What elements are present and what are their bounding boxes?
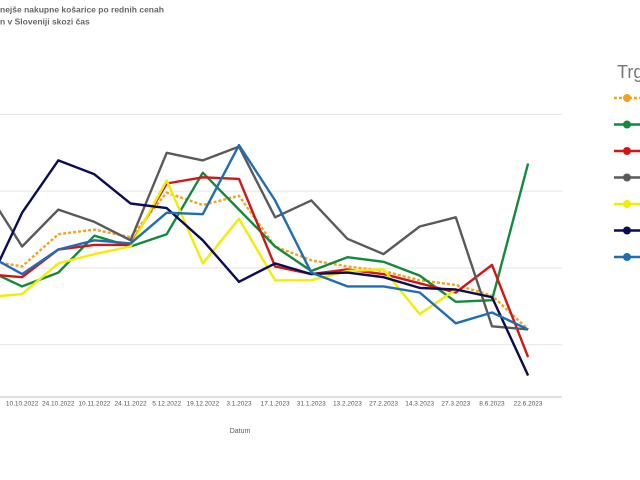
x-tick-label: 10.11.2022 bbox=[78, 401, 110, 408]
legend-marker bbox=[623, 94, 631, 102]
legend-marker bbox=[623, 173, 631, 182]
x-tick-label: 8.6.2023 bbox=[479, 401, 505, 408]
series-line bbox=[0, 176, 530, 358]
legend-marker bbox=[623, 200, 631, 208]
series-line bbox=[0, 145, 529, 331]
legend-marker bbox=[623, 147, 631, 155]
chart-subtitle: n v Sloveniji skozi čas bbox=[0, 16, 90, 26]
series-line bbox=[0, 143, 529, 331]
legend-title: Trg bbox=[617, 62, 640, 82]
legend-marker bbox=[623, 120, 631, 129]
x-tick-label: 17.1.2023 bbox=[261, 401, 290, 408]
chart-title: nejše nakupne košarice po rednih cenah bbox=[0, 4, 164, 14]
x-tick-label: 10.10.2022 bbox=[6, 401, 39, 408]
x-tick-label: 27.3.2023 bbox=[441, 401, 470, 408]
legend-marker bbox=[623, 226, 631, 235]
legend-marker bbox=[623, 253, 631, 261]
x-tick-label: 24.11.2022 bbox=[115, 401, 147, 408]
x-tick-label: 5.12.2022 bbox=[152, 401, 181, 408]
x-tick-label: 13.2.2023 bbox=[333, 401, 362, 408]
x-tick-label: 24.10.2022 bbox=[42, 401, 75, 408]
x-tick-label: 19.12.2022 bbox=[187, 401, 220, 408]
x-tick-label: 3.1.2023 bbox=[226, 401, 252, 408]
series-line bbox=[0, 159, 530, 377]
x-tick-label: 22.6.2023 bbox=[514, 401, 543, 408]
x-tick-label: 31.1.2023 bbox=[297, 401, 326, 408]
x-axis-label: Datum bbox=[230, 428, 251, 435]
series-line bbox=[0, 179, 530, 377]
x-tick-label: 27.2.2023 bbox=[369, 401, 398, 408]
x-tick-label: 14.3.2023 bbox=[405, 401, 434, 408]
